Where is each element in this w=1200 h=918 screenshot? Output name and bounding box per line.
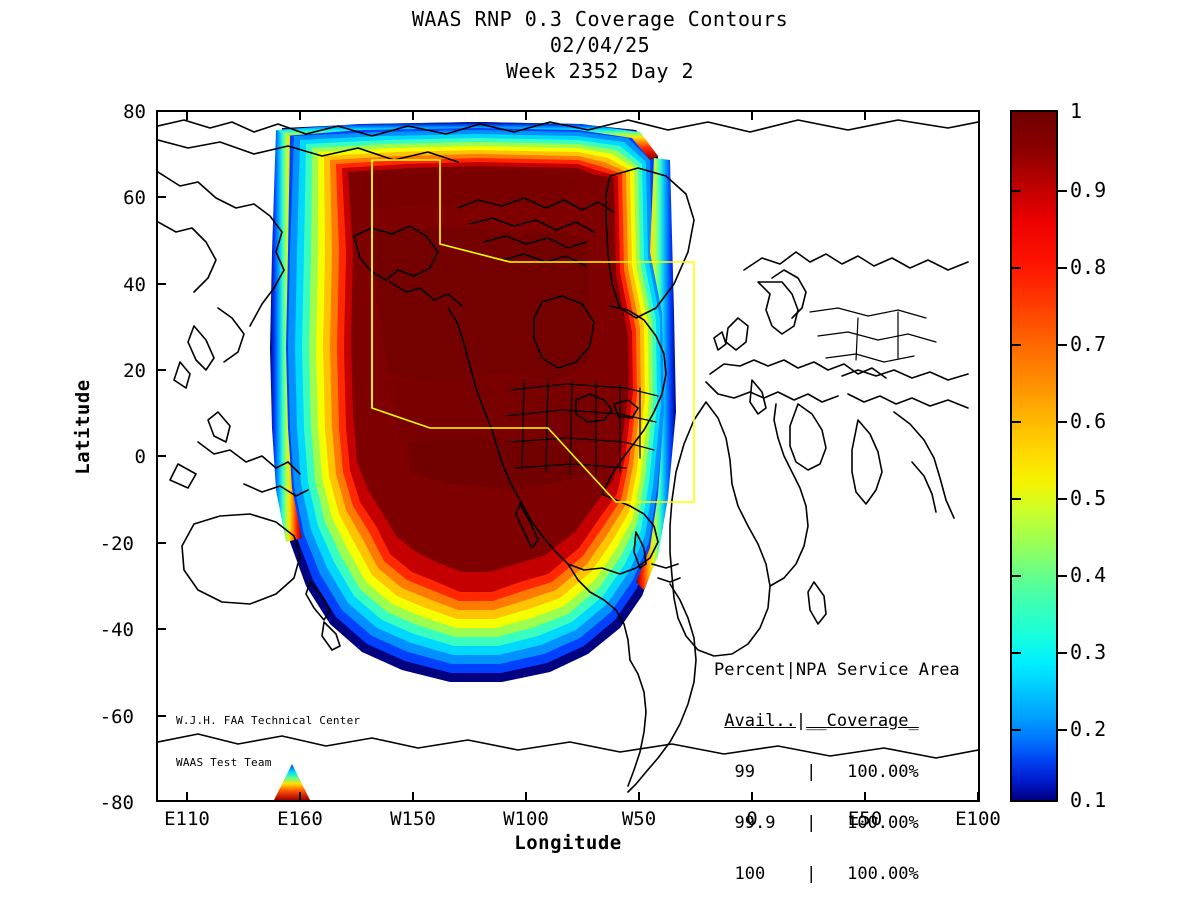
colorbar-tick xyxy=(1058,344,1067,346)
colorbar-label-03: 0.3 xyxy=(1070,640,1107,664)
npa-service-area-polygon xyxy=(371,159,695,503)
npa-table-subheader: Avail..|__Coverage_ xyxy=(724,711,919,731)
colorbar xyxy=(1010,110,1058,802)
y-tick-label-m20: -20 xyxy=(99,533,134,555)
contour-core-variation xyxy=(358,172,598,490)
x-tick-mark xyxy=(977,792,979,802)
y-tick-mark xyxy=(156,455,166,457)
colorbar-gradient xyxy=(1012,112,1056,800)
x-tick-label-e110: E110 xyxy=(164,808,210,830)
colorbar-label-02: 0.2 xyxy=(1070,717,1107,741)
colorbar-label-08: 0.8 xyxy=(1070,255,1107,279)
x-tick-mark xyxy=(186,792,188,802)
y-tick-mark xyxy=(156,715,166,717)
colorbar-tick-inner xyxy=(1012,652,1021,654)
y-tick-mark xyxy=(156,628,166,630)
npa-row-coverage: 100.00% xyxy=(847,864,919,884)
npa-subheader-left: Avail. xyxy=(724,711,786,731)
x-tick-mark xyxy=(864,792,866,802)
y-tick-mark xyxy=(156,800,166,802)
y-tick-label-20: 20 xyxy=(123,360,146,382)
npa-row-coverage: 100.00% xyxy=(847,813,919,833)
x-tick-mark-top xyxy=(412,110,414,120)
x-tick-mark-top xyxy=(864,110,866,120)
colorbar-tick xyxy=(1058,498,1067,500)
npa-header-left: Percent xyxy=(714,660,786,680)
y-tick-mark xyxy=(156,283,166,285)
coastline-overlay xyxy=(158,119,978,793)
x-tick-mark xyxy=(412,792,414,802)
colorbar-label-04: 0.4 xyxy=(1070,563,1107,587)
colorbar-label-1: 1 xyxy=(1070,99,1083,123)
x-tick-mark-top xyxy=(638,110,640,120)
x-tick-label-e100: E100 xyxy=(955,808,1001,830)
npa-table-row: 99.9 | 100.00% xyxy=(734,813,919,833)
npa-table-row: 99 | 100.00% xyxy=(734,762,919,782)
colorbar-label-07: 0.7 xyxy=(1070,332,1107,356)
colorbar-label-06: 0.6 xyxy=(1070,409,1107,433)
colorbar-tick-inner xyxy=(1012,267,1021,269)
colorbar-tick xyxy=(1058,421,1067,423)
colorbar-label-05: 0.5 xyxy=(1070,486,1107,510)
y-tick-label-m60: -60 xyxy=(99,706,134,728)
colorbar-tick-inner xyxy=(1012,344,1021,346)
npa-row-avail: 99 xyxy=(734,762,755,782)
y-tick-label-60: 60 xyxy=(123,187,146,209)
colorbar-label-01: 0.1 xyxy=(1070,788,1107,812)
x-tick-mark-top xyxy=(525,110,527,120)
y-tick-label-80: 80 xyxy=(123,101,146,123)
x-axis-title: Longitude xyxy=(514,832,622,854)
x-tick-mark xyxy=(299,792,301,802)
x-tick-label-e50: E50 xyxy=(847,808,883,830)
y-tick-mark xyxy=(156,542,166,544)
x-tick-label-e160: E160 xyxy=(277,808,323,830)
colorbar-tick-inner xyxy=(1012,190,1021,192)
map-canvas xyxy=(158,112,978,800)
colorbar-tick xyxy=(1058,729,1067,731)
npa-subheader-right: Coverage xyxy=(826,711,909,731)
y-tick-mark xyxy=(156,196,166,198)
x-tick-label-w50: W50 xyxy=(621,808,657,830)
colorbar-tick-inner xyxy=(1012,575,1021,577)
y-tick-label-m80: -80 xyxy=(99,792,134,814)
colorbar-label-09: 0.9 xyxy=(1070,178,1107,202)
x-tick-mark xyxy=(751,792,753,802)
x-tick-mark-top xyxy=(186,110,188,120)
x-tick-label-w150: W150 xyxy=(390,808,436,830)
coverage-spike-marker xyxy=(274,764,310,800)
npa-row-coverage: 100.00% xyxy=(847,762,919,782)
colorbar-tick-inner xyxy=(1012,421,1021,423)
colorbar-tick xyxy=(1058,190,1067,192)
npa-table-header: Percent|NPA Service Area xyxy=(714,660,960,680)
colorbar-tick xyxy=(1058,575,1067,577)
colorbar-tick-inner xyxy=(1012,498,1021,500)
x-tick-mark xyxy=(638,792,640,802)
npa-coverage-table: Percent|NPA Service Area Avail..|__Cover… xyxy=(714,628,960,917)
npa-table-row: 100 | 100.00% xyxy=(734,864,919,884)
npa-row-avail: 99.9 xyxy=(734,813,776,833)
y-tick-label-0: 0 xyxy=(134,446,146,468)
x-tick-mark xyxy=(525,792,527,802)
npa-header-right: NPA Service Area xyxy=(795,660,960,680)
map-plot-area xyxy=(156,110,980,802)
x-tick-mark-top xyxy=(751,110,753,120)
npa-row-avail: 100 xyxy=(734,864,766,884)
x-tick-mark-top xyxy=(299,110,301,120)
x-tick-label-0: 0 xyxy=(746,808,758,830)
colorbar-tick xyxy=(1058,652,1067,654)
y-axis-title: Latitude xyxy=(72,379,94,475)
colorbar-tick-inner xyxy=(1012,729,1021,731)
y-tick-label-m40: -40 xyxy=(99,619,134,641)
x-tick-label-w100: W100 xyxy=(503,808,549,830)
colorbar-tick xyxy=(1058,267,1067,269)
y-tick-mark xyxy=(156,110,166,112)
y-tick-label-40: 40 xyxy=(123,274,146,296)
y-tick-mark xyxy=(156,369,166,371)
